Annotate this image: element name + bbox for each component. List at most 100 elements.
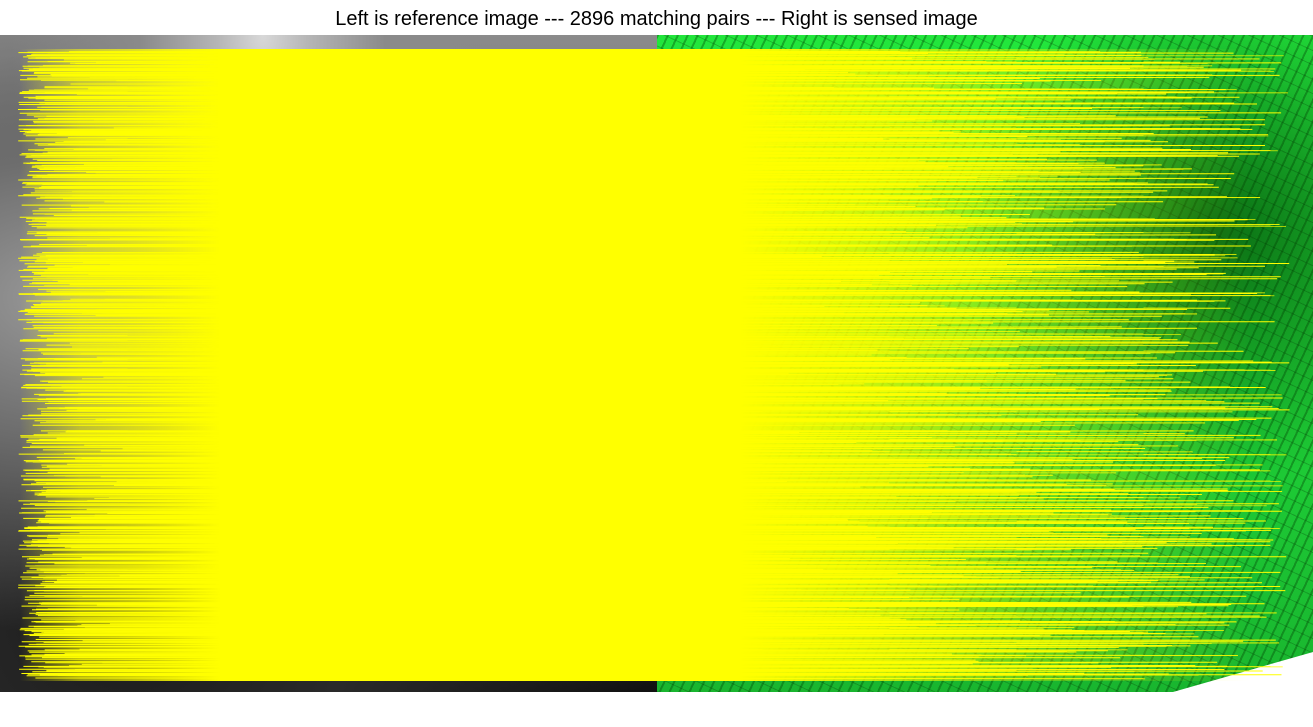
match-line bbox=[36, 175, 1058, 178]
match-line bbox=[102, 361, 1134, 364]
match-line bbox=[34, 294, 1275, 297]
match-line bbox=[27, 61, 892, 63]
match-line bbox=[47, 173, 1235, 176]
match-line bbox=[42, 380, 1126, 382]
match-line bbox=[37, 134, 1269, 137]
match-line bbox=[25, 656, 1121, 659]
match-line bbox=[110, 263, 1008, 266]
match-line bbox=[61, 574, 1071, 576]
match-line bbox=[36, 197, 1122, 199]
match-line bbox=[46, 115, 1116, 117]
match-line bbox=[84, 444, 1139, 446]
match-line bbox=[81, 352, 1176, 354]
match-line bbox=[29, 612, 1207, 615]
match-line bbox=[31, 281, 1173, 284]
match-line bbox=[78, 392, 947, 395]
match-line bbox=[37, 494, 1202, 496]
match-line bbox=[25, 155, 1240, 158]
match-line bbox=[35, 614, 881, 616]
figure-title: Left is reference image --- 2896 matchin… bbox=[335, 8, 978, 30]
match-line bbox=[40, 410, 1233, 413]
match-line bbox=[34, 592, 1081, 594]
match-line bbox=[113, 585, 1094, 588]
match-line bbox=[24, 359, 1254, 362]
match-line bbox=[47, 52, 929, 54]
match-line bbox=[43, 571, 851, 573]
match-line bbox=[37, 545, 1036, 547]
match-line bbox=[43, 167, 1116, 169]
match-line bbox=[81, 556, 1287, 559]
match-line bbox=[46, 289, 1072, 292]
match-line bbox=[82, 468, 971, 470]
match-line bbox=[64, 406, 1273, 408]
match-line bbox=[26, 370, 1105, 373]
match-line bbox=[44, 165, 857, 167]
match-line bbox=[23, 665, 1196, 667]
match-line bbox=[39, 518, 929, 520]
match-line bbox=[77, 624, 1230, 627]
match-line bbox=[46, 488, 1228, 491]
match-line bbox=[41, 413, 955, 416]
match-line bbox=[36, 456, 1202, 459]
match-line bbox=[33, 122, 1081, 124]
match-line bbox=[33, 326, 1122, 328]
match-line bbox=[35, 608, 825, 610]
match-line bbox=[94, 513, 1109, 516]
match-line bbox=[100, 450, 1193, 453]
match-line bbox=[29, 595, 1033, 597]
match-line bbox=[32, 213, 1030, 215]
match-line bbox=[59, 432, 800, 434]
match-line bbox=[26, 441, 1119, 443]
match-line bbox=[72, 195, 1227, 197]
match-line bbox=[24, 630, 1130, 632]
match-line bbox=[23, 503, 1279, 505]
match-line bbox=[75, 458, 1073, 461]
match-line bbox=[23, 285, 912, 287]
match-line bbox=[44, 649, 1068, 652]
match-visualization-canvas bbox=[0, 35, 1313, 692]
match-line bbox=[48, 267, 1199, 269]
match-line bbox=[30, 543, 1212, 546]
match-line bbox=[35, 95, 1042, 98]
match-line bbox=[70, 83, 1022, 85]
match-line bbox=[21, 506, 1209, 509]
match-line bbox=[27, 617, 901, 620]
match-line bbox=[86, 509, 1112, 511]
match-line bbox=[64, 546, 954, 549]
match-line bbox=[18, 51, 1101, 54]
match-line bbox=[38, 666, 1112, 668]
match-line bbox=[31, 442, 857, 444]
match-line bbox=[83, 163, 1162, 166]
match-line bbox=[46, 369, 1129, 372]
match-line bbox=[17, 108, 1093, 110]
match-line bbox=[25, 646, 1119, 648]
match-line bbox=[104, 298, 936, 301]
match-line bbox=[77, 408, 1100, 411]
match-line bbox=[18, 293, 1191, 296]
match-line bbox=[37, 288, 845, 291]
match-line bbox=[66, 573, 898, 576]
match-line bbox=[28, 438, 1278, 441]
match-line bbox=[22, 446, 955, 448]
match-line bbox=[79, 648, 1128, 651]
match-line bbox=[70, 205, 916, 207]
match-line bbox=[19, 260, 1175, 262]
match-line bbox=[44, 86, 834, 88]
match-line bbox=[43, 321, 1275, 324]
match-line bbox=[38, 330, 1020, 332]
match-line bbox=[67, 137, 1122, 139]
match-line bbox=[28, 130, 961, 133]
match-line bbox=[40, 302, 921, 304]
match-line bbox=[63, 453, 1011, 455]
match-line bbox=[101, 244, 795, 247]
match-line bbox=[39, 547, 1158, 550]
match-line bbox=[19, 79, 1102, 81]
match-line bbox=[35, 677, 1146, 680]
match-line bbox=[114, 291, 961, 294]
match-line bbox=[33, 116, 764, 119]
match-line bbox=[54, 562, 1158, 565]
match-line bbox=[38, 220, 1235, 223]
match-line bbox=[29, 567, 1093, 569]
match-line bbox=[25, 383, 865, 386]
match-line bbox=[35, 97, 1192, 100]
